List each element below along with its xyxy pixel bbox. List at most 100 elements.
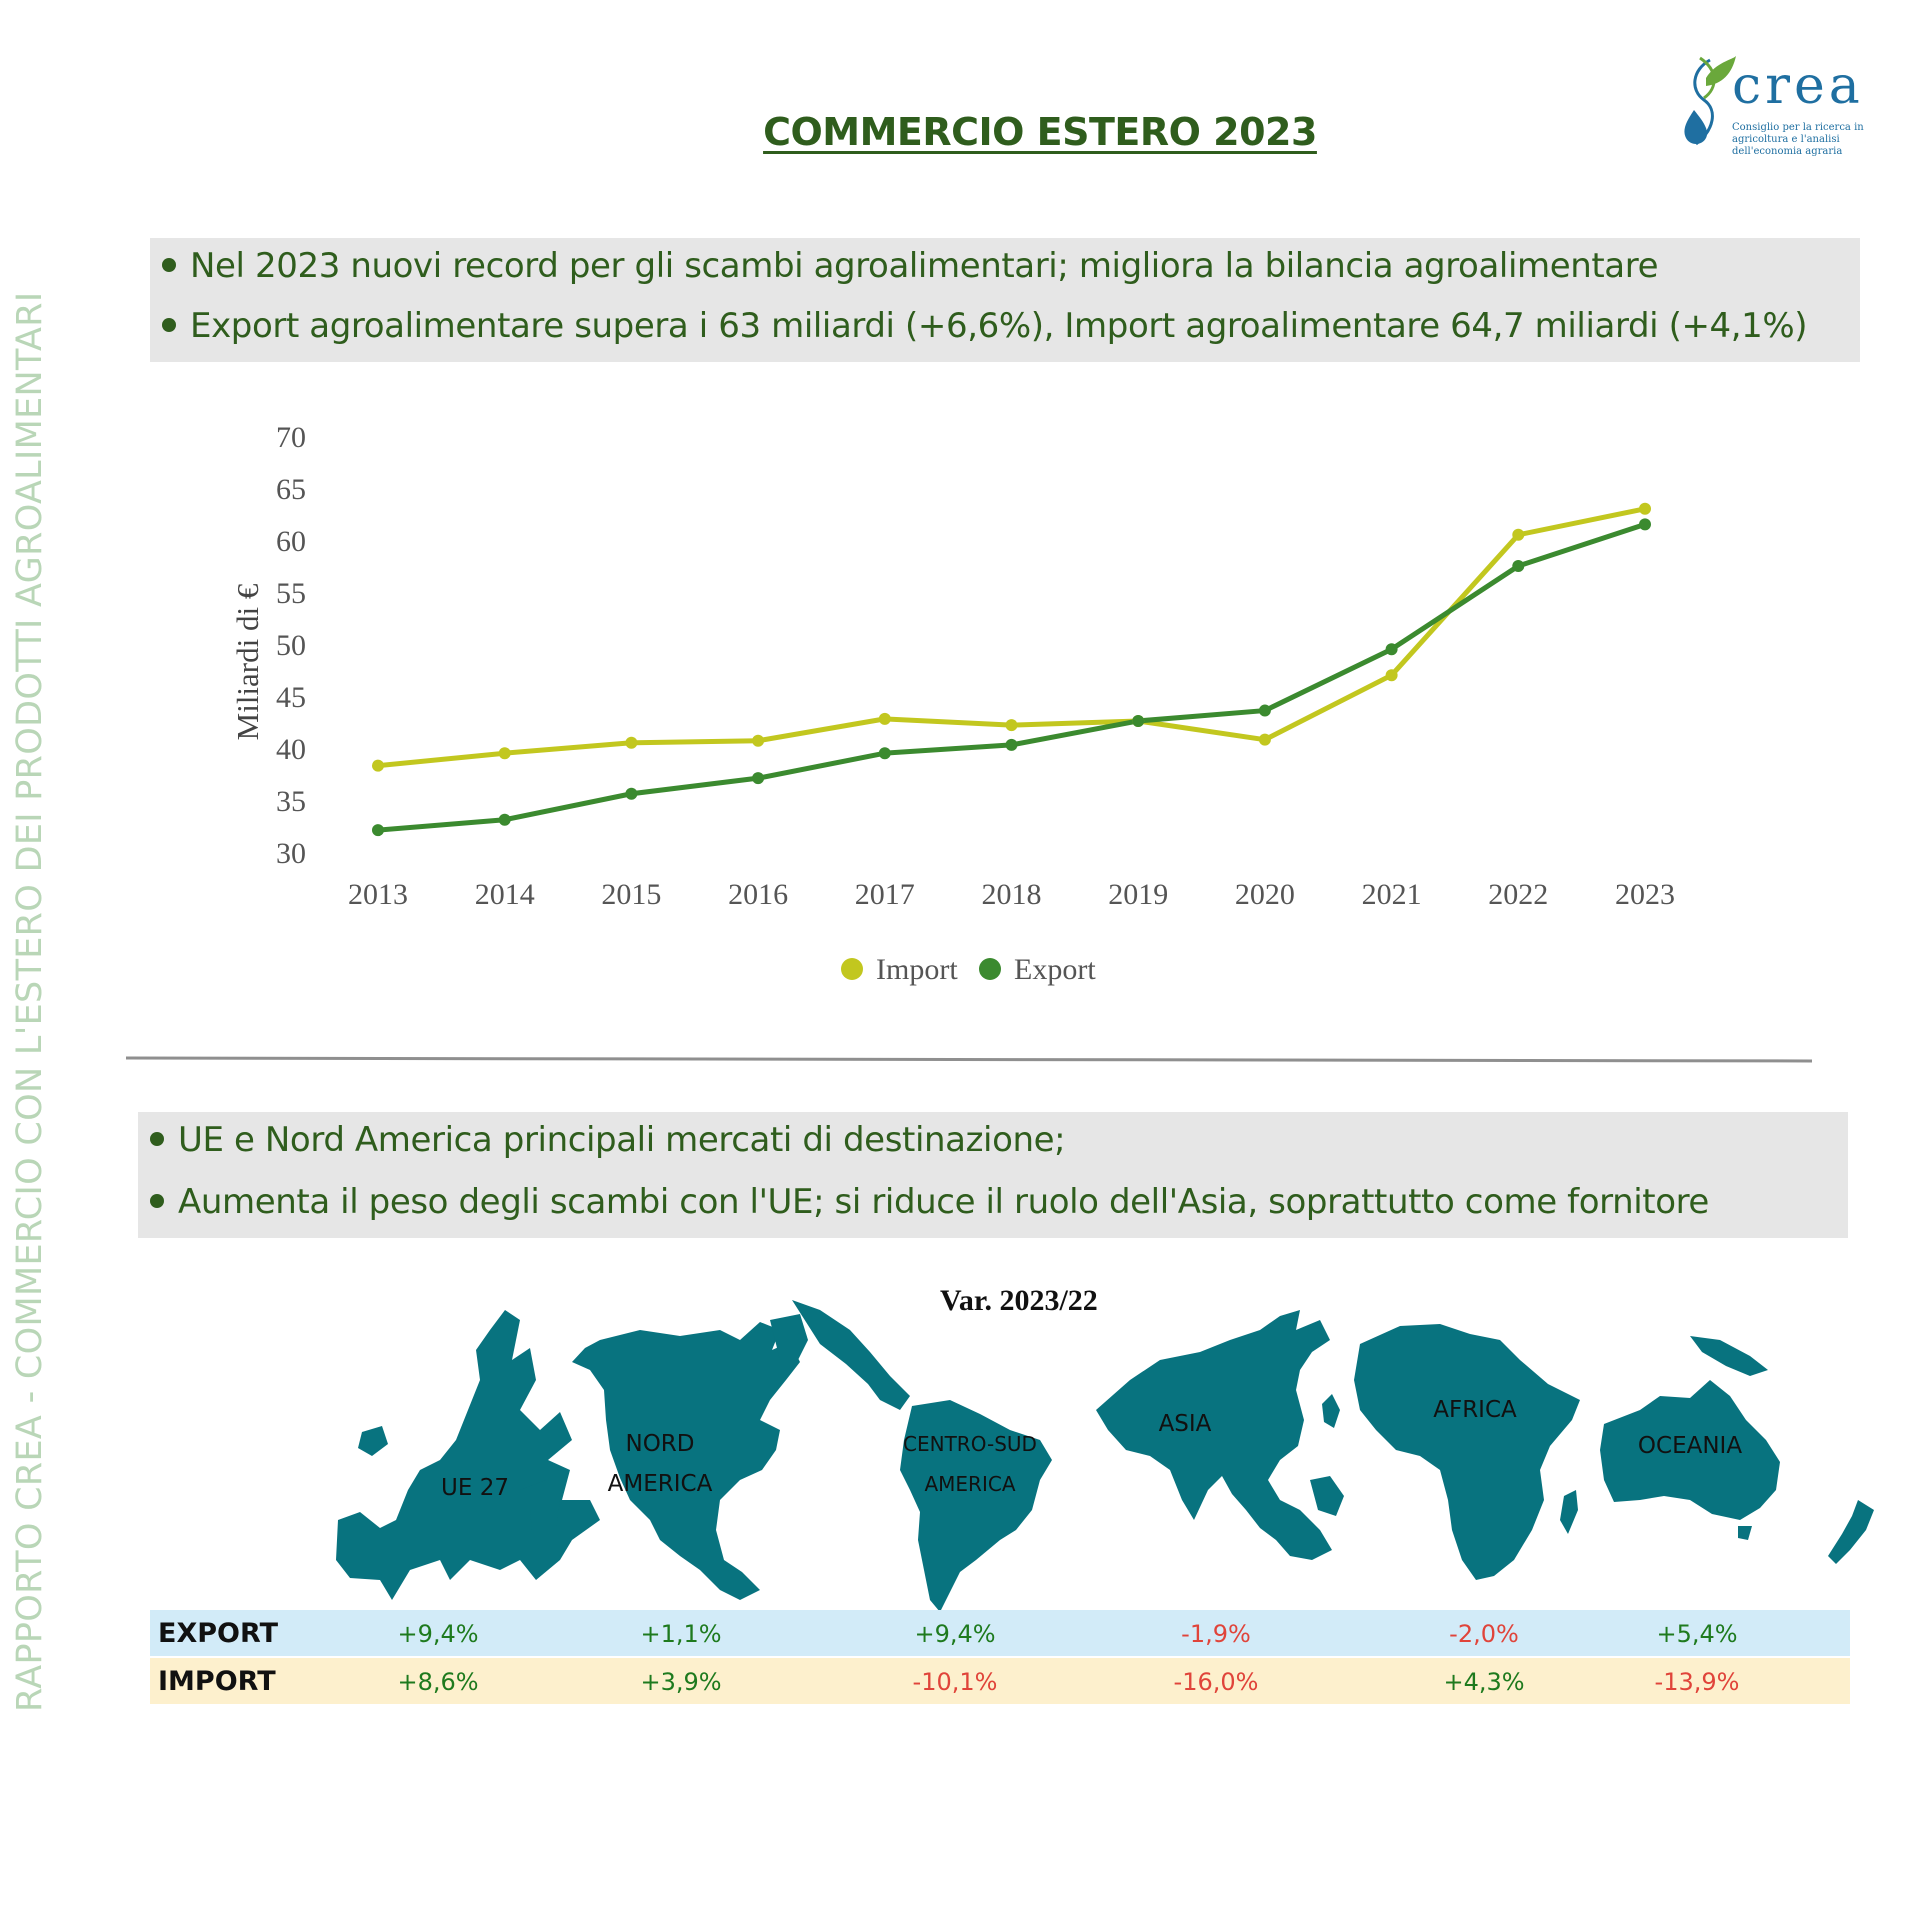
crea-logo-word: crea xyxy=(1732,56,1864,116)
bullet-text: Aumenta il peso degli scambi con l'UE; s… xyxy=(178,1182,1709,1222)
section-divider xyxy=(125,1056,1813,1063)
x-tick-label: 2023 xyxy=(1615,878,1675,911)
highlights-box-top: Nel 2023 nuovi record per gli scambi agr… xyxy=(150,238,1860,362)
data-point-export xyxy=(1385,643,1398,656)
highlights-box-bottom: UE e Nord America principali mercati di … xyxy=(138,1112,1848,1238)
data-point-export xyxy=(752,772,765,785)
table-cell: +9,4% xyxy=(397,1620,479,1648)
bullet-text: Nel 2023 nuovi record per gli scambi agr… xyxy=(190,246,1659,286)
data-point-export xyxy=(1258,704,1271,717)
data-point-export xyxy=(1639,518,1651,531)
region-label-line: OCEANIA xyxy=(1637,1433,1743,1459)
asia-island-shape xyxy=(1322,1394,1340,1428)
x-tick-label: 2016 xyxy=(728,878,788,911)
import-row-label: IMPORT xyxy=(158,1666,276,1697)
bullet-item: UE e Nord America principali mercati di … xyxy=(150,1120,1066,1160)
europe-shape xyxy=(336,1310,600,1600)
y-tick-label: 60 xyxy=(276,525,306,558)
region-label-line: ASIA xyxy=(1158,1411,1212,1437)
y-tick-label: 65 xyxy=(276,473,306,506)
export-row: EXPORT +9,4% +1,1% +9,4% -1,9% -2,0% +5,4% xyxy=(150,1610,1850,1656)
bullet-dot-icon xyxy=(162,257,176,272)
x-tick-label: 2019 xyxy=(1108,878,1168,911)
x-tick-label: 2018 xyxy=(982,878,1042,911)
bullet-item: Aumenta il peso degli scambi con l'UE; s… xyxy=(150,1182,1709,1222)
series-line-export xyxy=(377,522,1646,833)
region-label-line: UE 27 xyxy=(441,1475,509,1501)
region-label-nord-america: NORD AMERICA xyxy=(590,1424,730,1504)
bullet-text: Export agroalimentare supera i 63 miliar… xyxy=(190,306,1808,346)
central-america-shape xyxy=(792,1300,910,1410)
x-tick-label: 2020 xyxy=(1235,878,1295,911)
data-point-import xyxy=(1639,502,1651,515)
y-tick-label: 70 xyxy=(276,421,306,454)
data-point-import xyxy=(625,736,638,749)
y-tick-label: 50 xyxy=(276,629,306,662)
table-cell: -2,0% xyxy=(1449,1620,1519,1648)
side-report-title: RAPPORTO CREA - COMMERCIO CON L'ESTERO D… xyxy=(10,291,50,1712)
y-tick-label: 40 xyxy=(276,733,306,766)
table-cell: +5,4% xyxy=(1656,1620,1738,1648)
legend-marker-import xyxy=(841,958,863,980)
new-guinea-shape xyxy=(1690,1336,1768,1376)
data-point-import xyxy=(1258,733,1271,746)
x-tick-label: 2014 xyxy=(475,878,535,911)
region-label-line: AMERICA xyxy=(607,1471,713,1497)
data-point-import xyxy=(1005,719,1018,732)
y-tick-label: 45 xyxy=(276,681,306,714)
data-point-export xyxy=(625,787,638,800)
table-cell: -1,9% xyxy=(1181,1620,1251,1648)
table-cell: +3,9% xyxy=(640,1668,722,1696)
table-cell: +8,6% xyxy=(397,1668,479,1696)
table-cell: +9,4% xyxy=(914,1620,996,1648)
y-axis-label: Miliardi di € xyxy=(230,583,265,740)
data-point-import xyxy=(372,759,384,772)
bullet-dot-icon xyxy=(162,317,176,332)
data-point-import xyxy=(752,734,765,747)
region-label-ue27: UE 27 xyxy=(415,1468,535,1508)
x-tick-label: 2015 xyxy=(601,878,661,911)
page-title: COMMERCIO ESTERO 2023 xyxy=(763,110,1317,154)
bullet-item: Nel 2023 nuovi record per gli scambi agr… xyxy=(162,246,1658,286)
region-label-line: CENTRO-SUD xyxy=(903,1432,1037,1456)
crea-logo: crea Consiglio per la ricerca in agricol… xyxy=(1670,48,1880,158)
table-cell: -13,9% xyxy=(1654,1668,1740,1696)
region-label-line: NORD xyxy=(625,1431,695,1457)
region-label-line: AFRICA xyxy=(1433,1397,1517,1423)
bullet-dot-icon xyxy=(150,1131,164,1146)
data-point-export xyxy=(372,824,384,837)
table-cell: +1,1% xyxy=(640,1620,722,1648)
region-label-line: AMERICA xyxy=(924,1472,1016,1496)
europe-island-shape xyxy=(358,1426,388,1456)
data-point-import xyxy=(1385,669,1398,682)
y-tick-label: 30 xyxy=(276,837,306,870)
data-point-export xyxy=(1512,560,1525,572)
x-tick-label: 2022 xyxy=(1488,878,1548,911)
table-cell: +4,3% xyxy=(1443,1668,1525,1696)
table-cell: -10,1% xyxy=(912,1668,998,1696)
y-tick-label: 35 xyxy=(276,785,306,818)
data-point-import xyxy=(1512,528,1525,541)
madagascar-shape xyxy=(1560,1490,1578,1534)
import-row: IMPORT +8,6% +3,9% -10,1% -16,0% +4,3% -13,9% xyxy=(150,1658,1850,1704)
data-point-export xyxy=(498,813,511,826)
x-tick-label: 2021 xyxy=(1362,878,1422,911)
x-tick-label: 2013 xyxy=(348,878,408,911)
bullet-dot-icon xyxy=(150,1193,164,1208)
new-zealand-shape xyxy=(1828,1500,1874,1564)
data-point-export xyxy=(1132,714,1145,727)
region-label-asia: ASIA xyxy=(1130,1404,1240,1444)
crea-logo-subtitle: Consiglio per la ricerca in agricoltura … xyxy=(1732,122,1864,157)
asia-island-shape xyxy=(1310,1476,1344,1516)
data-point-import xyxy=(878,712,891,725)
data-point-import xyxy=(498,747,511,760)
region-label-africa: AFRICA xyxy=(1410,1390,1540,1430)
data-point-import xyxy=(1132,714,1145,727)
data-point-export xyxy=(1005,738,1018,751)
bullet-text: UE e Nord America principali mercati di … xyxy=(178,1120,1066,1160)
x-tick-label: 2017 xyxy=(855,878,915,911)
y-tick-label: 55 xyxy=(276,577,306,610)
africa-shape xyxy=(1354,1324,1580,1580)
legend-marker-export xyxy=(979,958,1001,980)
legend-label-export: Export xyxy=(1014,953,1096,986)
